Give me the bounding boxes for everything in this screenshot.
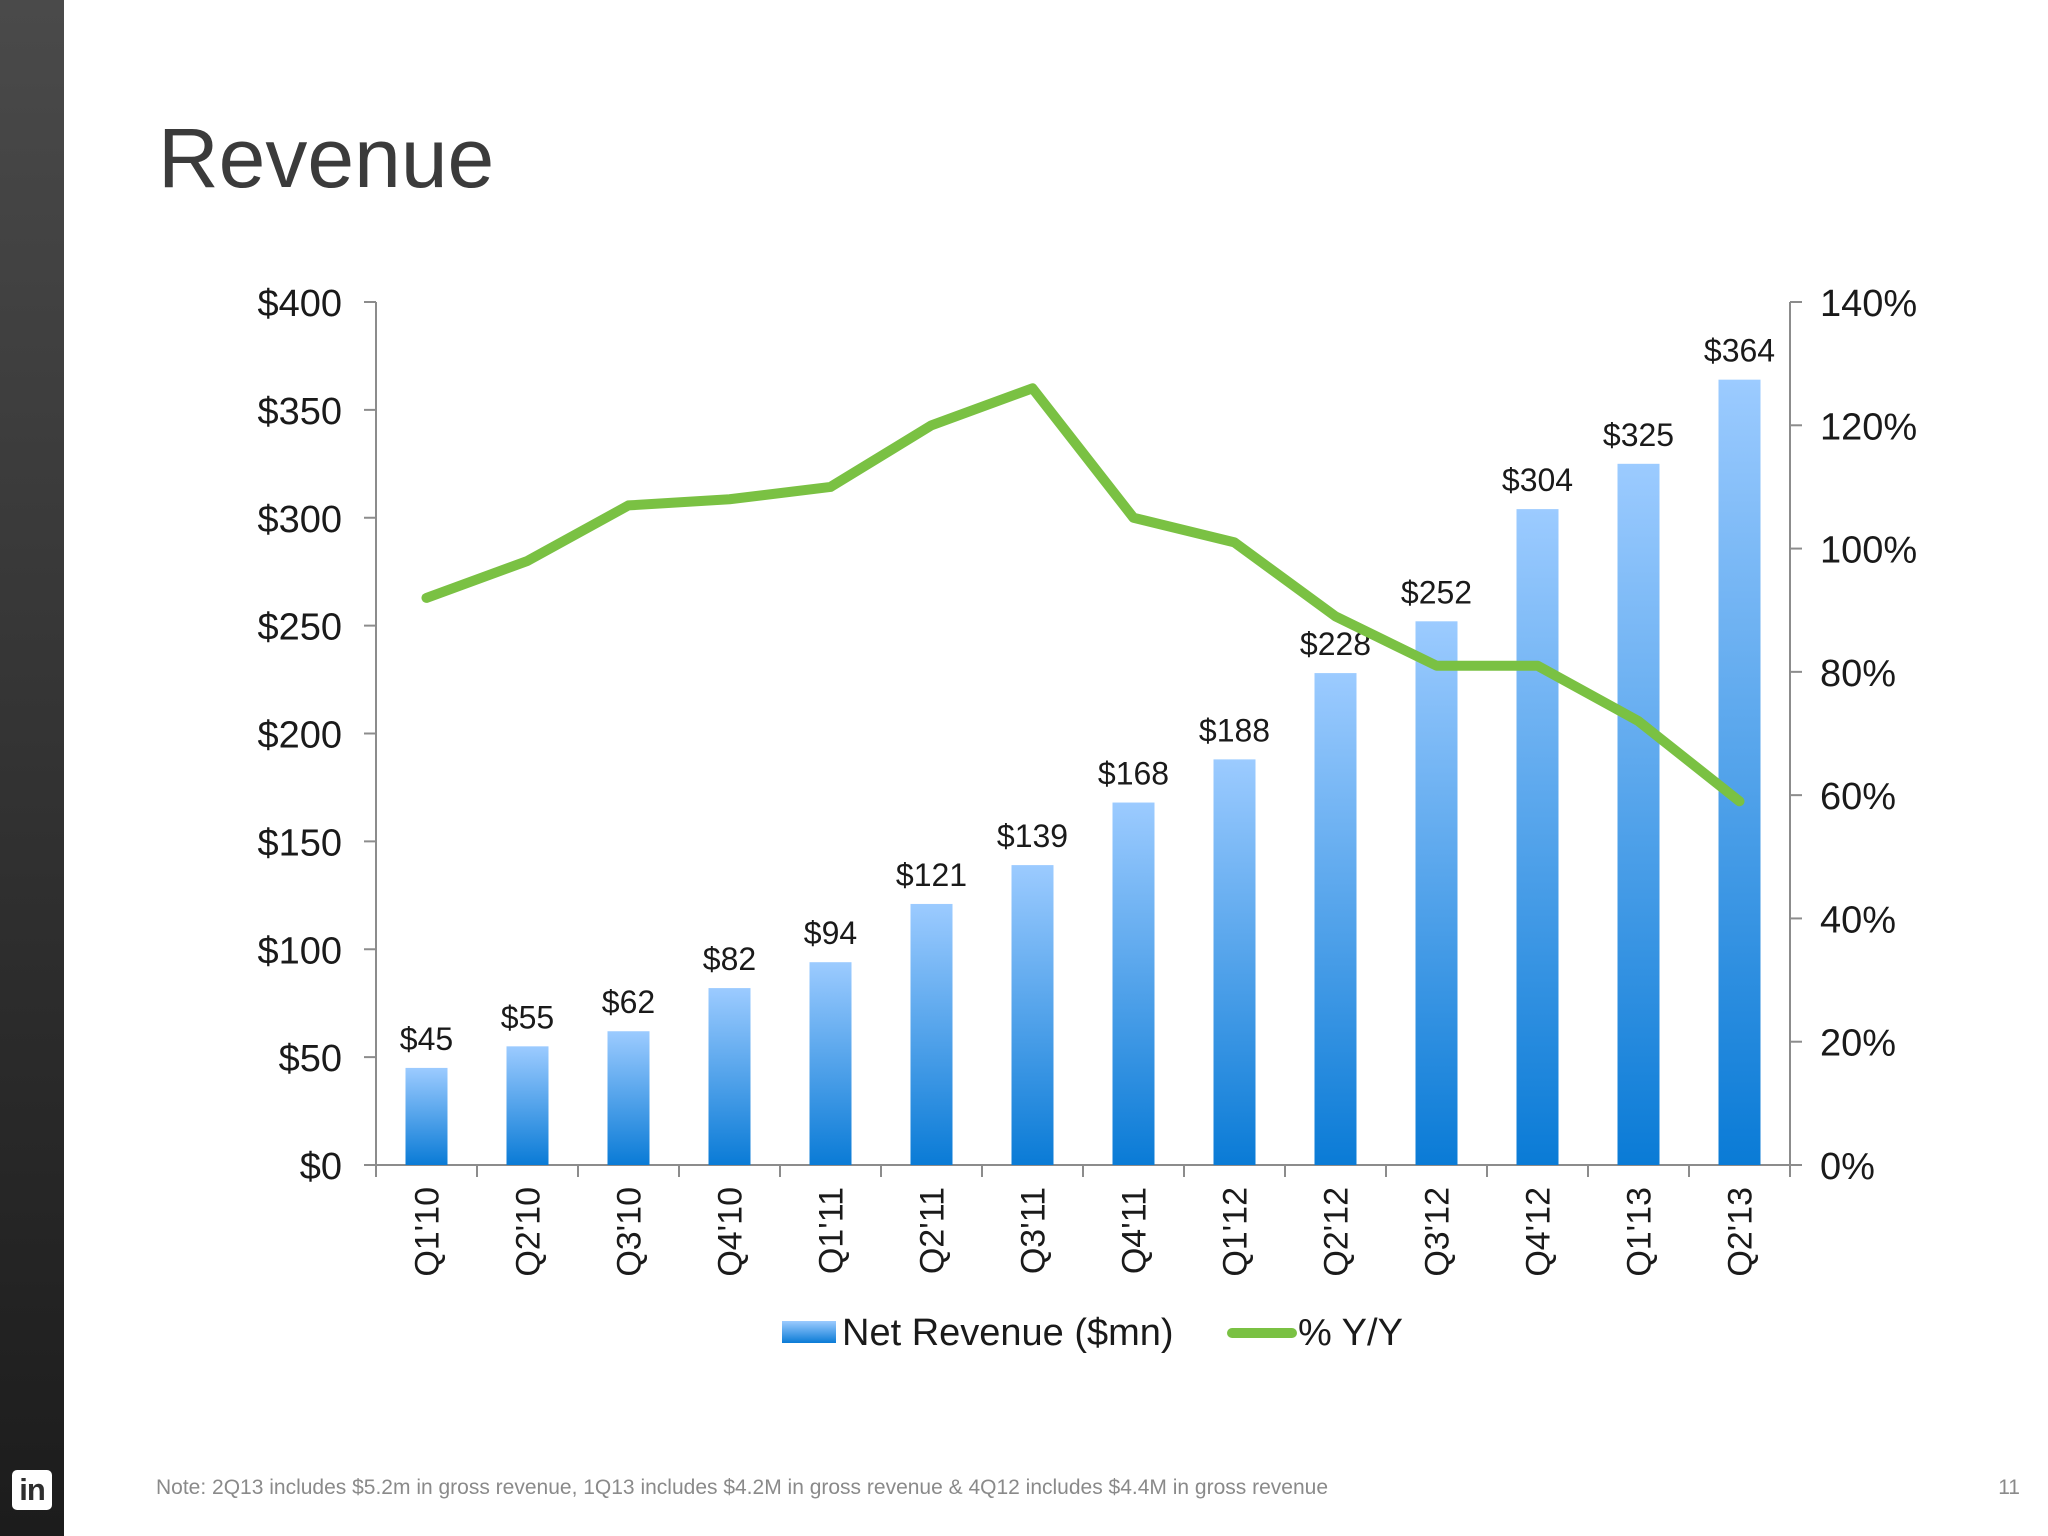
- bar-data-label: $139: [997, 818, 1068, 854]
- x-tick-label: Q2'13: [1722, 1187, 1760, 1277]
- y-left-tick-label: $400: [257, 283, 342, 325]
- yoy-growth-line: [421, 383, 1745, 807]
- y-right-tick-label: 0%: [1820, 1146, 1875, 1188]
- bar-data-label: $55: [501, 999, 554, 1035]
- bar-data-label: $62: [602, 984, 655, 1020]
- line-series: [421, 383, 1745, 807]
- x-tick-label: Q1'10: [409, 1187, 447, 1277]
- y-right-tick-label: 40%: [1820, 899, 1896, 941]
- legend-bar-label: Net Revenue ($mn): [842, 1312, 1174, 1354]
- bar: [506, 1046, 549, 1165]
- bar: [708, 988, 751, 1165]
- y-right-tick-label: 20%: [1820, 1023, 1896, 1065]
- bar-data-label: $82: [703, 941, 756, 977]
- x-tick-label: Q2'11: [914, 1187, 952, 1274]
- bar-data-label: $364: [1704, 333, 1775, 369]
- x-tick-label: Q4'12: [1520, 1187, 1558, 1277]
- y-left-tick-label: $100: [257, 930, 342, 972]
- bar-data-label: $94: [804, 915, 857, 951]
- bar: [1314, 673, 1357, 1165]
- bar: [1011, 865, 1054, 1165]
- y-left-tick-label: $150: [257, 822, 342, 864]
- bar-data-label: $325: [1603, 417, 1674, 453]
- page-number: 11: [1998, 1476, 2020, 1499]
- x-tick-label: Q2'12: [1318, 1187, 1356, 1277]
- y-left-tick-label: $300: [257, 499, 342, 541]
- footnote: Note: 2Q13 includes $5.2m in gross reven…: [156, 1476, 1329, 1499]
- y-right-tick-label: 120%: [1820, 406, 1917, 448]
- bar: [809, 962, 852, 1165]
- bar: [1617, 463, 1660, 1165]
- x-tick-label: Q4'11: [1116, 1187, 1154, 1274]
- bar: [405, 1067, 448, 1165]
- y-left-tick-label: $0: [300, 1146, 342, 1188]
- y-right-tick-label: 100%: [1820, 530, 1917, 572]
- x-tick-label: Q3'12: [1419, 1187, 1457, 1277]
- y-right-tick-label: 80%: [1820, 653, 1896, 695]
- legend-line-label: % Y/Y: [1298, 1312, 1403, 1354]
- bar-data-label: $252: [1401, 574, 1472, 610]
- x-tick-label: Q1'11: [813, 1187, 851, 1274]
- bar-data-label: $188: [1199, 712, 1270, 748]
- data-labels: $45$55 $62$82$94$121$139$168$188$228$252$…: [400, 333, 1775, 1057]
- bar-data-label: $45: [400, 1021, 453, 1057]
- slide-title: Revenue: [158, 111, 495, 205]
- legend-bar-swatch: [782, 1321, 836, 1343]
- y-left-tick-label: $250: [257, 607, 342, 649]
- bar: [1516, 509, 1559, 1165]
- bar: [910, 903, 953, 1165]
- bar: [1415, 621, 1458, 1165]
- left-sidebar-rail: in: [0, 0, 64, 1536]
- bar: [1112, 802, 1155, 1165]
- bar: [607, 1031, 650, 1165]
- y-right-tick-label: 60%: [1820, 776, 1896, 818]
- legend: Net Revenue ($mn) % Y/Y: [782, 1312, 1403, 1354]
- bar: [1718, 379, 1761, 1165]
- x-tick-label: Q2'10: [510, 1187, 548, 1277]
- bar-series: [405, 379, 1761, 1165]
- x-tick-label: Q1'13: [1621, 1187, 1659, 1277]
- bar-data-label: $304: [1502, 462, 1573, 498]
- x-tick-label: Q4'10: [712, 1187, 750, 1277]
- linkedin-logo-icon: in: [12, 1470, 52, 1510]
- x-tick-label: Q3'10: [611, 1187, 649, 1277]
- y-left-tick-label: $50: [279, 1038, 342, 1080]
- bar-data-label: $168: [1098, 756, 1169, 792]
- axes: $0 $50 $100 $150 $200 $250 $300 $350 $400 0% 20% 40…: [257, 283, 1917, 1277]
- y-left-tick-label: $200: [257, 715, 342, 757]
- y-right-tick-label: 140%: [1820, 283, 1917, 325]
- x-tick-label: Q1'12: [1217, 1187, 1255, 1277]
- bar: [1213, 759, 1256, 1165]
- y-left-tick-label: $350: [257, 391, 342, 433]
- x-tick-label: Q3'11: [1015, 1187, 1053, 1274]
- bar-data-label: $121: [896, 857, 967, 893]
